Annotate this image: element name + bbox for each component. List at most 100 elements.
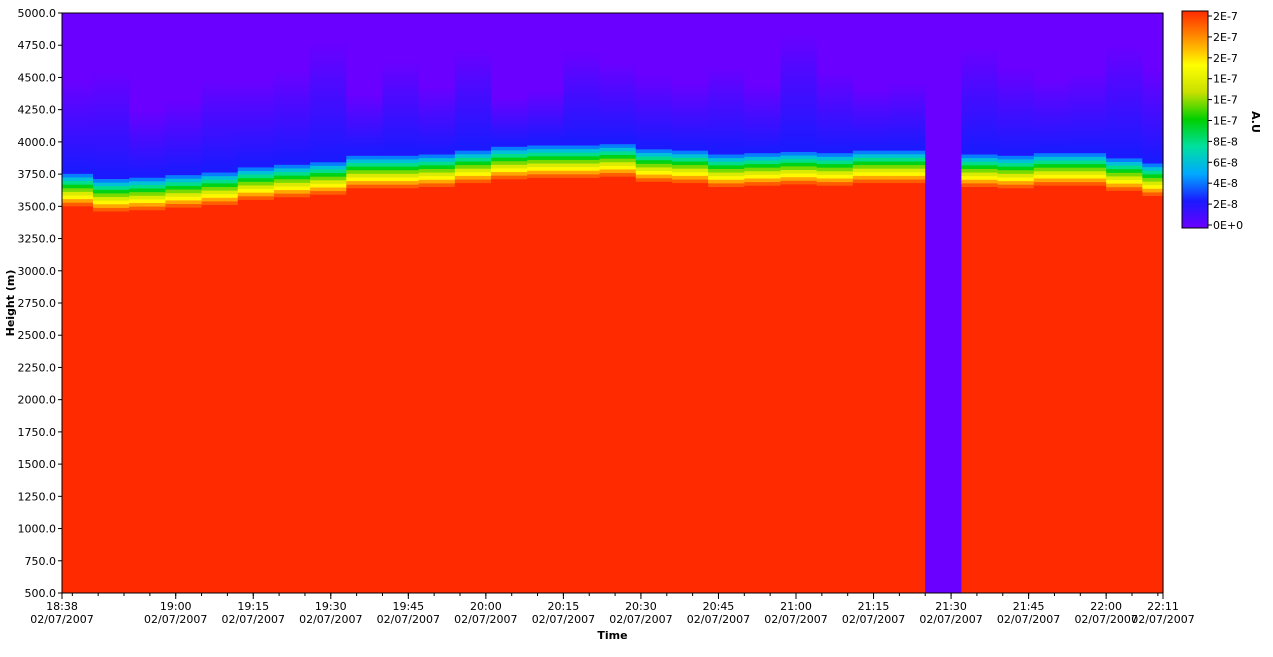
heatmap-cell-lower	[744, 185, 782, 593]
heatmap-cell-band	[93, 197, 130, 202]
heatmap-cell-band	[1033, 182, 1071, 187]
heatmap-cell-band	[563, 163, 601, 168]
x-tick-date: 02/07/2007	[687, 613, 750, 626]
heatmap-cell-lower	[635, 181, 673, 593]
heatmap-cell-band	[635, 163, 673, 168]
y-tick-label: 1750.0	[18, 426, 57, 439]
heatmap-cell-band	[310, 162, 347, 167]
heatmap-cell-lower	[671, 183, 709, 593]
heatmap-cell-band	[780, 177, 818, 182]
heatmap-cell-band	[93, 189, 130, 194]
heatmap-cell-band	[708, 165, 745, 170]
heatmap-cell-blue	[93, 72, 130, 176]
heatmap-cell-band	[744, 171, 782, 176]
heatmap-column	[1069, 13, 1107, 593]
heatmap-cell-band	[671, 168, 709, 173]
heatmap-cell-band	[1106, 169, 1143, 174]
heatmap-cell-upper	[273, 13, 311, 72]
heatmap-cell-band	[346, 155, 384, 160]
heatmap-cell-band	[454, 179, 492, 184]
heatmap-cell-lower	[1033, 185, 1071, 593]
heatmap-cell-upper	[491, 13, 528, 99]
heatmap-cell-band	[201, 172, 239, 177]
x-tick-time: 18:38	[46, 600, 78, 613]
heatmap-cell-band	[418, 176, 456, 181]
colorbar-title: A.U	[1249, 111, 1262, 133]
heatmap-cell-band	[527, 145, 564, 150]
heatmap-cell-upper	[62, 13, 94, 81]
heatmap-cell-band	[780, 169, 818, 174]
heatmap-cell-band	[454, 157, 492, 162]
heatmap-cell-blue	[273, 71, 311, 162]
heatmap-cell-band	[93, 193, 130, 198]
heatmap-cell-band	[852, 154, 890, 159]
heatmap-cell-band	[852, 161, 890, 166]
heatmap-cell-band	[1069, 182, 1107, 187]
heatmap-cell-band	[237, 196, 275, 201]
heatmap-cell-band	[708, 172, 745, 177]
heatmap-cell-band	[491, 157, 528, 162]
heatmap-cell-upper	[418, 13, 456, 87]
heatmap-cell-band	[671, 154, 709, 159]
heatmap-column	[708, 13, 745, 593]
heatmap-cell-band	[62, 202, 94, 207]
heatmap-cell-band	[816, 156, 854, 161]
heatmap-cell-band	[527, 167, 564, 172]
y-tick-label: 2250.0	[18, 361, 57, 374]
heatmap-cell-lower	[708, 187, 745, 593]
heatmap-cell-band	[310, 158, 347, 163]
heatmap-cell-band	[816, 171, 854, 176]
heatmap-cell-band	[816, 182, 854, 187]
heatmap-cell-upper	[1069, 13, 1107, 73]
heatmap-cell-band	[273, 179, 311, 184]
heatmap-cell-upper	[382, 13, 420, 63]
heatmap-cell-band	[671, 175, 709, 180]
heatmap-cell-band	[816, 167, 854, 172]
heatmap-cell-band	[635, 178, 673, 183]
heatmap-column	[997, 13, 1035, 594]
heatmap-cell-blue	[599, 63, 637, 142]
x-tick-label: 20:00 02/07/2007	[454, 600, 517, 626]
x-tick-date: 02/07/2007	[764, 613, 827, 626]
x-tick-time: 20:45	[703, 600, 735, 613]
heatmap-cell-band	[1106, 172, 1143, 177]
heatmap-cell-band	[780, 155, 818, 160]
heatmap-cell-upper	[1033, 13, 1071, 80]
heatmap-column	[1106, 13, 1143, 593]
heatmap-cell-band	[346, 166, 384, 171]
heatmap-cell-band	[1142, 185, 1164, 190]
heatmap-cell-band	[563, 152, 601, 157]
heatmap-cell-band	[129, 177, 166, 182]
colorbar-tick-label: 2E-7	[1213, 31, 1238, 44]
heatmap-column	[925, 13, 963, 593]
colorbar-tick-label: 2E-8	[1213, 198, 1238, 211]
heatmap-cell-band	[708, 168, 745, 173]
heatmap-cell-band	[1069, 149, 1107, 154]
x-tick-date: 02/07/2007	[609, 613, 672, 626]
heatmap-column	[816, 13, 854, 593]
heatmap-column	[382, 13, 420, 594]
heatmap-cell-band	[744, 178, 782, 183]
heatmap-cell-lower	[201, 205, 239, 594]
heatmap-cell-band	[635, 156, 673, 161]
y-tick-label: 3250.0	[18, 233, 57, 246]
heatmap-cell-band	[93, 186, 130, 191]
heatmap-cell-band	[237, 181, 275, 186]
x-tick-time: 21:00	[780, 600, 812, 613]
x-tick-label: 20:15 02/07/2007	[532, 600, 595, 626]
x-tick-label: 20:45 02/07/2007	[687, 600, 750, 626]
heatmap-cell-band	[961, 168, 999, 173]
heatmap-cell-band	[961, 183, 999, 188]
heatmap-cell-band	[744, 167, 782, 172]
heatmap-cell-band	[273, 172, 311, 177]
heatmap-column	[237, 13, 275, 593]
y-tick-label: 1000.0	[18, 523, 57, 536]
heatmap-cell-lower	[237, 199, 275, 593]
heatmap-cell-band	[708, 154, 745, 159]
x-tick-label: 21:00 02/07/2007	[764, 600, 827, 626]
heatmap-cell-band	[1142, 188, 1164, 193]
heatmap-cell-band	[1106, 165, 1143, 170]
heatmap-cell-band	[165, 185, 203, 190]
colorbar-tick-label: 4E-8	[1213, 177, 1238, 190]
y-tick-label: 4750.0	[18, 39, 57, 52]
